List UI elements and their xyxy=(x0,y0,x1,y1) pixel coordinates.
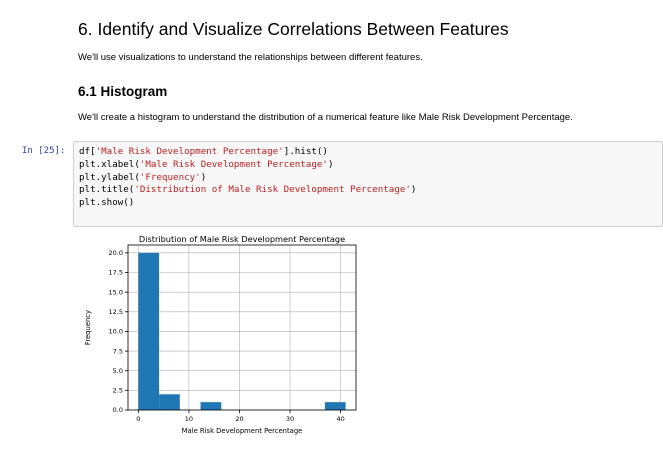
code-line: plt.xlabel('Male Risk Development Percen… xyxy=(79,159,657,172)
code-line: df['Male Risk Development Percentage'].h… xyxy=(79,146,657,159)
histogram-chart: 0 10 20 30 40 0.0 2.5 5.0 7.5 10.0 12.5 15.0 17.5 20.… xyxy=(84,234,357,435)
code-line: plt.ylabel('Frequency') xyxy=(79,172,657,185)
code-token: plt.ylabel( xyxy=(79,171,140,183)
code-token: df[ xyxy=(79,146,96,157)
y-axis-label: Frequency xyxy=(84,310,92,345)
y-tick-label: 5.0 xyxy=(113,367,123,375)
section-description-6: We'll use visualizations to understand t… xyxy=(78,52,423,63)
y-tick-label: 10.0 xyxy=(109,328,123,336)
y-tick-label: 17.5 xyxy=(109,269,123,277)
code-token: plt.xlabel( xyxy=(79,158,140,170)
x-tick-label: 10 xyxy=(185,415,193,423)
x-axis-label: Male Risk Development Percentage xyxy=(182,427,303,435)
code-string-token: 'Distribution of Male Risk Development P… xyxy=(134,184,411,196)
code-token: plt.title( xyxy=(79,184,135,196)
chart-title: Distribution of Male Risk Development Pe… xyxy=(139,234,345,244)
code-line: plt.show() xyxy=(79,197,657,210)
code-line: plt.title('Distribution of Male Risk Dev… xyxy=(79,184,657,197)
y-tick-label: 7.5 xyxy=(113,347,123,355)
plot-frame xyxy=(127,244,357,411)
x-tick-label: 30 xyxy=(286,415,294,423)
histogram-bar xyxy=(324,402,346,410)
y-tick-label: 15.0 xyxy=(109,288,123,296)
section-heading-6-1: 6.1 Histogram xyxy=(78,84,168,99)
code-string-token: 'Frequency' xyxy=(139,171,201,183)
y-tick-label: 0.0 xyxy=(113,406,123,414)
y-tick-label: 12.5 xyxy=(109,308,123,316)
code-string-token: 'Male Risk Development Percentage' xyxy=(139,158,328,170)
histogram-bar xyxy=(200,402,222,410)
x-tick-label: 40 xyxy=(336,415,344,423)
code-cell[interactable]: df['Male Risk Development Percentage'].h… xyxy=(73,141,663,227)
code-token: plt.show() xyxy=(79,197,135,209)
histogram-bar xyxy=(138,252,160,410)
section-description-6-1: We'll create a histogram to understand t… xyxy=(78,112,573,123)
code-token: ) xyxy=(327,158,334,170)
x-tick-label: 20 xyxy=(235,415,243,423)
x-tick-label: 0 xyxy=(136,415,140,423)
cell-prompt: In [25]: xyxy=(22,146,66,156)
y-tick-label: 20.0 xyxy=(109,249,123,257)
histogram-bar xyxy=(159,394,180,410)
y-tick-label: 2.5 xyxy=(113,387,123,395)
code-string-token: 'Male Risk Development Percentage' xyxy=(95,146,284,157)
code-token: ].hist() xyxy=(283,146,328,157)
code-token: ) xyxy=(200,171,207,183)
section-heading-6: 6. Identify and Visualize Correlations B… xyxy=(78,19,509,39)
code-token: ) xyxy=(410,184,417,196)
